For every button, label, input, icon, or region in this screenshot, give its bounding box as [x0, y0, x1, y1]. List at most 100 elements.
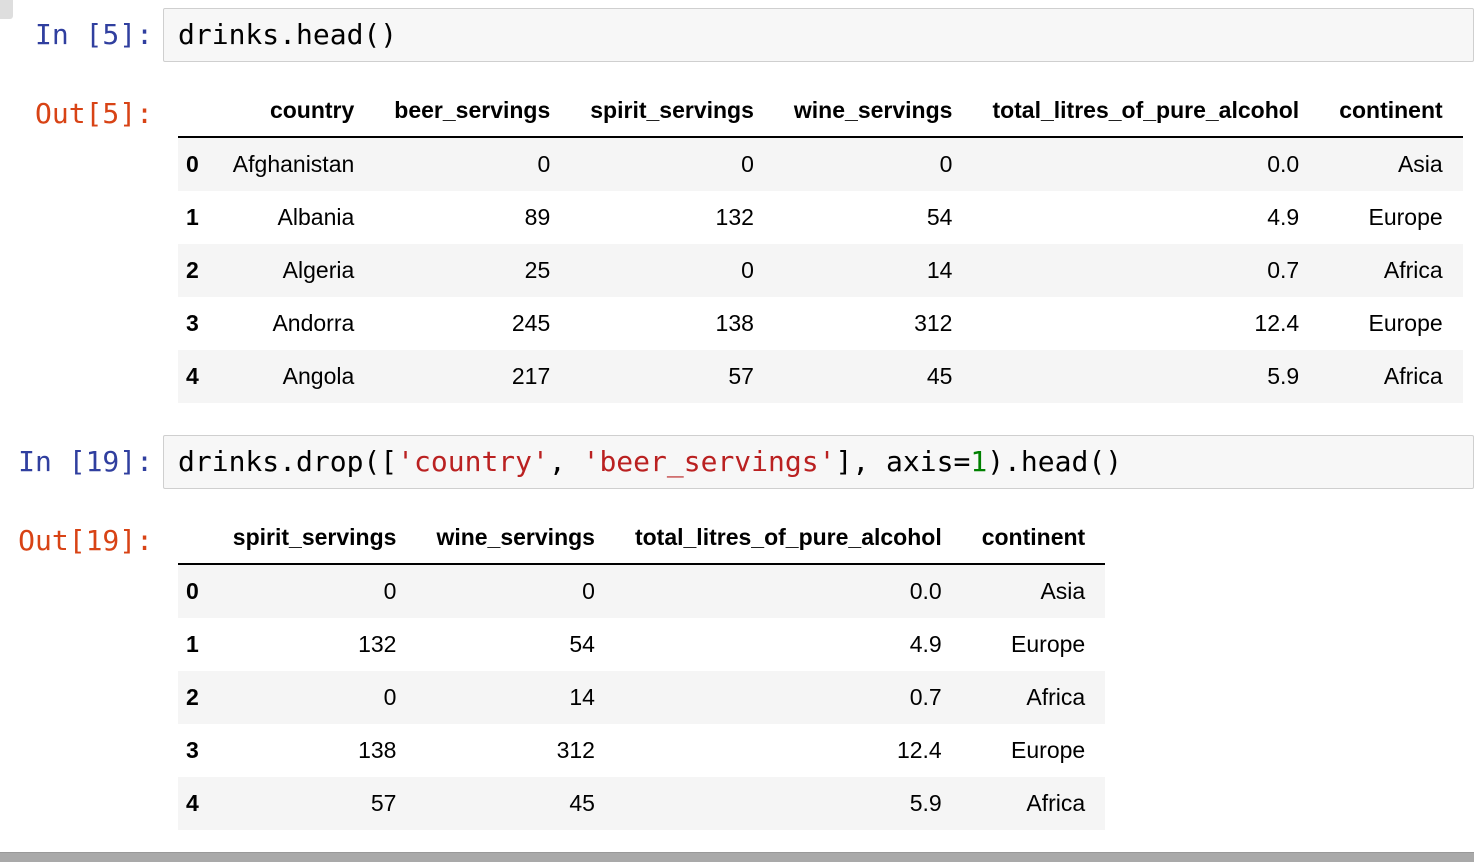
table-cell: 132	[358, 631, 397, 657]
table-cell: Algeria	[282, 257, 355, 283]
table-row: 3 138 312 12.4 Europe	[178, 724, 1105, 777]
output-prompt: Out[19]:	[18, 524, 153, 557]
table-row: 1 Albania 89 132 54 4.9 Europe	[178, 191, 1463, 244]
row-index: 0	[186, 151, 199, 177]
row-index: 4	[186, 790, 199, 816]
table-cell: Angola	[282, 363, 355, 389]
notebook: In [5]: drinks.head() Out[5]: country bee…	[0, 8, 1474, 830]
row-index: 3	[186, 310, 199, 336]
table-cell: 0	[939, 151, 953, 177]
table-cell: 312	[556, 737, 595, 763]
code-cell-input: In [19]: drinks.drop(['country', 'beer_s…	[0, 435, 1474, 489]
table-cell: 0.0	[909, 578, 942, 604]
table-row: 4 57 45 5.9 Africa	[178, 777, 1106, 830]
horizontal-scrollbar[interactable]	[0, 852, 1474, 862]
table-cell: Afghanistan	[232, 151, 355, 177]
dataframe-table: spirit_servings wine_servings total_litres…	[178, 509, 1106, 830]
table-cell: Africa	[1026, 790, 1086, 816]
code-cell-output: Out[19]: spirit_servings wine_servings tot…	[0, 509, 1474, 830]
header-row: country beer_servings spirit_servings wine_…	[178, 82, 1463, 138]
input-prompt: In [5]:	[34, 18, 153, 51]
column-header: spirit_servings	[212, 509, 417, 565]
table-cell: 4.9	[909, 631, 942, 657]
table-cell: 245	[511, 310, 551, 336]
table-body: 0 Afghanistan 0 0 0 0.0 Asia 1 Albania 89 132 54 4.9…	[178, 137, 1463, 403]
table-cell: 217	[511, 363, 551, 389]
column-header: beer_servings	[374, 82, 571, 138]
table-cell: 0.7	[909, 684, 942, 710]
row-index: 1	[186, 204, 199, 230]
table-cell: 57	[728, 363, 754, 389]
column-header: country	[212, 82, 375, 138]
table-cell: 0	[383, 684, 397, 710]
output-area: country beer_servings spirit_servings wine_…	[163, 82, 1474, 403]
code-token: 1	[970, 445, 988, 478]
code-line: drinks.drop(['country', 'beer_servings']…	[178, 444, 1459, 480]
row-index: 4	[186, 363, 199, 389]
index-header	[178, 509, 213, 565]
table-row: 0 0 0 0.0 Asia	[178, 564, 1106, 618]
table-cell: Asia	[1397, 151, 1443, 177]
table-cell: 138	[715, 310, 754, 336]
table-cell: 14	[926, 257, 953, 283]
table-cell: 12.4	[896, 737, 942, 763]
row-index: 2	[186, 684, 199, 710]
table-cell: 0.0	[1267, 151, 1300, 177]
column-header: continent	[1319, 82, 1463, 138]
table-cell: 4.9	[1267, 204, 1300, 230]
table-cell: Europe	[1011, 631, 1086, 657]
table-row: 3 Andorra 245 138 312 12.4 Europe	[178, 297, 1463, 350]
table-row: 2 0 14 0.7 Africa	[178, 671, 1106, 724]
table-cell: 0	[741, 151, 754, 177]
row-index: 3	[186, 737, 199, 763]
row-index: 2	[186, 257, 199, 283]
table-body: 0 0 0 0.0 Asia 1 132 54 4.9 Europe 2 0 14 0.7 Africa 3 1…	[178, 564, 1106, 830]
table-cell: 12.4	[1254, 310, 1300, 336]
table-cell: 0	[383, 578, 397, 604]
output-prompt: Out[5]:	[34, 97, 153, 130]
table-cell: Europe	[1011, 737, 1086, 763]
row-index: 0	[186, 578, 199, 604]
column-header: total_litres_of_pure_alcohol	[972, 82, 1320, 138]
cell-spacer	[0, 403, 1474, 435]
code-token: 'country'	[397, 445, 549, 478]
table-cell: 57	[370, 790, 397, 816]
code-token: ).head()	[987, 445, 1123, 478]
column-header: total_litres_of_pure_alcohol	[614, 509, 962, 565]
row-index: 1	[186, 631, 199, 657]
code-token: ,	[548, 445, 583, 478]
code-token: ], axis=	[835, 445, 971, 478]
table-cell: Europe	[1368, 310, 1443, 336]
table-cell: 54	[926, 204, 953, 230]
table-cell: 89	[524, 204, 551, 230]
table-cell: 138	[358, 737, 397, 763]
table-cell: Asia	[1040, 578, 1086, 604]
code-line: drinks.head()	[178, 17, 1459, 53]
table-row: 2 Algeria 25 0 14 0.7 Africa	[178, 244, 1463, 297]
code-input[interactable]: drinks.drop(['country', 'beer_servings']…	[163, 435, 1474, 489]
code-cell-output: Out[5]: country beer_servings spirit_servi…	[0, 82, 1474, 403]
table-row: 0 Afghanistan 0 0 0 0.0 Asia	[178, 137, 1463, 191]
code-token: 'beer_servings'	[582, 445, 836, 478]
table-cell: Andorra	[272, 310, 355, 336]
code-token: drinks.drop([	[178, 445, 398, 478]
code-input[interactable]: drinks.head()	[163, 8, 1474, 62]
column-header: continent	[961, 509, 1106, 565]
table-cell: 5.9	[1267, 363, 1300, 389]
dataframe-table: country beer_servings spirit_servings wine_…	[178, 82, 1463, 403]
header-row: spirit_servings wine_servings total_litres…	[178, 509, 1106, 565]
table-cell: 5.9	[909, 790, 942, 816]
table-cell: Europe	[1368, 204, 1443, 230]
table-cell: 0	[741, 257, 754, 283]
input-prompt: In [19]:	[18, 445, 153, 478]
table-head: country beer_servings spirit_servings wine_…	[178, 82, 1463, 138]
table-cell: 25	[524, 257, 551, 283]
table-cell: 54	[569, 631, 595, 657]
table-cell: 45	[926, 363, 953, 389]
index-header	[178, 82, 213, 138]
scroll-artifact	[0, 0, 13, 19]
table-head: spirit_servings wine_servings total_litres…	[178, 509, 1106, 565]
table-cell: 0	[537, 151, 551, 177]
table-cell: 312	[914, 310, 953, 336]
table-cell: Africa	[1026, 684, 1086, 710]
